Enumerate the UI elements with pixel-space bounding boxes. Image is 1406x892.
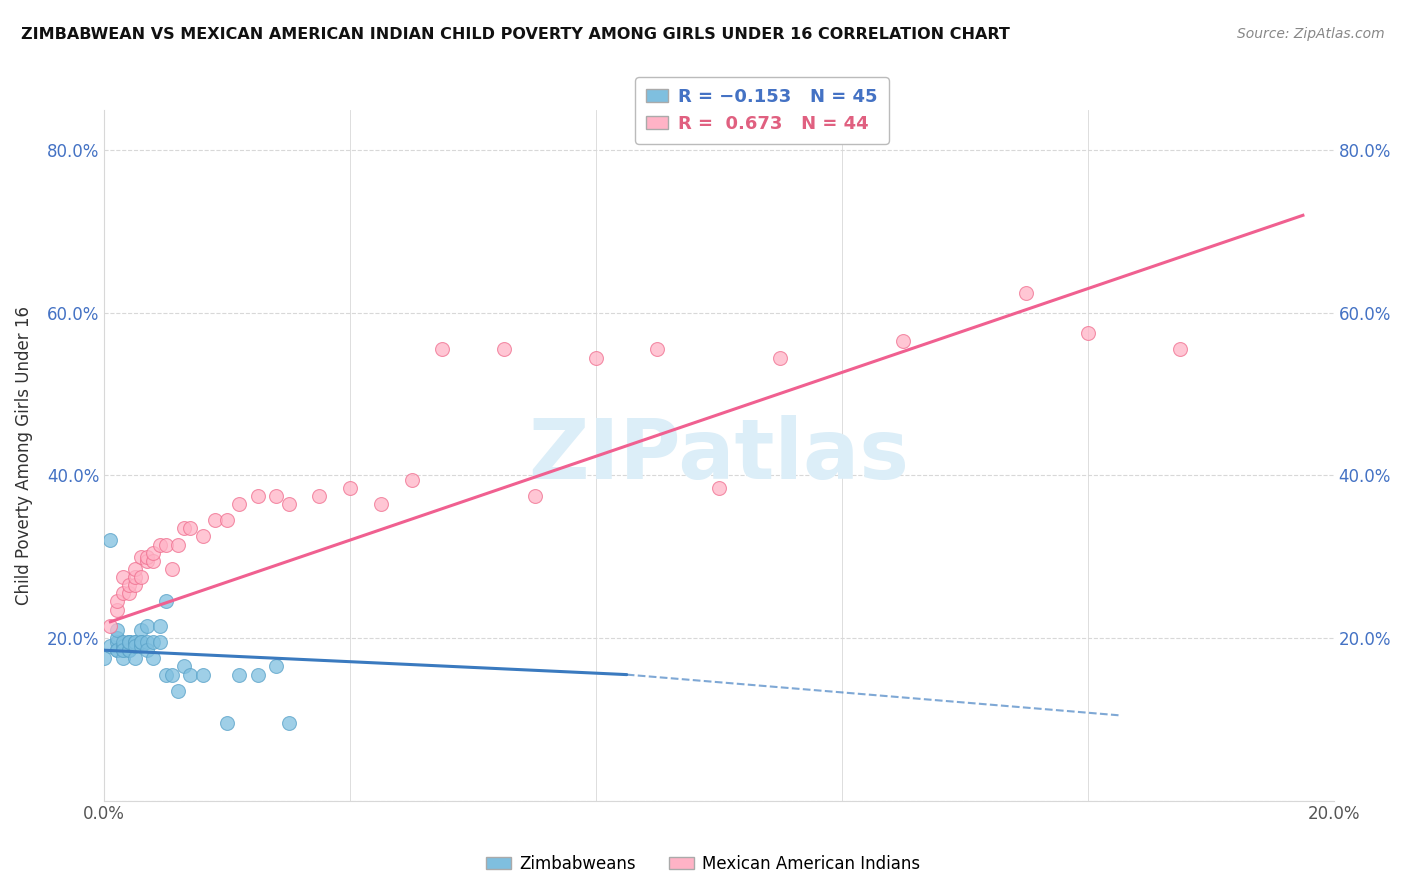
- Point: [266, 659, 288, 673]
- Point: [585, 351, 607, 365]
- Point: [105, 631, 128, 645]
- Text: ZIPatlas: ZIPatlas: [529, 415, 910, 496]
- Point: [1015, 285, 1038, 300]
- Point: [155, 667, 177, 681]
- Point: [129, 623, 152, 637]
- Point: [111, 570, 134, 584]
- Point: [432, 343, 454, 357]
- Point: [105, 602, 128, 616]
- Point: [191, 529, 214, 543]
- Point: [246, 489, 269, 503]
- Point: [647, 343, 669, 357]
- Point: [105, 623, 128, 637]
- Point: [142, 651, 165, 665]
- Point: [136, 643, 159, 657]
- Point: [228, 667, 250, 681]
- Point: [148, 635, 170, 649]
- Point: [160, 562, 183, 576]
- Point: [111, 643, 134, 657]
- Point: [769, 351, 792, 365]
- Point: [136, 635, 159, 649]
- Point: [124, 635, 146, 649]
- Text: ZIMBABWEAN VS MEXICAN AMERICAN INDIAN CHILD POVERTY AMONG GIRLS UNDER 16 CORRELA: ZIMBABWEAN VS MEXICAN AMERICAN INDIAN CH…: [21, 27, 1010, 42]
- Point: [142, 635, 165, 649]
- Point: [401, 473, 423, 487]
- Point: [105, 594, 128, 608]
- Point: [707, 481, 730, 495]
- Text: Source: ZipAtlas.com: Source: ZipAtlas.com: [1237, 27, 1385, 41]
- Point: [118, 643, 141, 657]
- Point: [492, 343, 515, 357]
- Point: [155, 537, 177, 551]
- Point: [148, 537, 170, 551]
- Point: [105, 643, 128, 657]
- Y-axis label: Child Poverty Among Girls Under 16: Child Poverty Among Girls Under 16: [15, 306, 32, 605]
- Point: [173, 659, 195, 673]
- Point: [308, 489, 330, 503]
- Point: [160, 667, 183, 681]
- Point: [228, 497, 250, 511]
- Point: [129, 639, 152, 653]
- Point: [266, 489, 288, 503]
- Point: [124, 635, 146, 649]
- Point: [111, 651, 134, 665]
- Point: [129, 549, 152, 564]
- Point: [124, 639, 146, 653]
- Point: [129, 635, 152, 649]
- Point: [155, 594, 177, 608]
- Point: [124, 651, 146, 665]
- Point: [118, 586, 141, 600]
- Point: [105, 635, 128, 649]
- Point: [191, 667, 214, 681]
- Point: [124, 578, 146, 592]
- Point: [129, 570, 152, 584]
- Point: [111, 639, 134, 653]
- Legend: Zimbabweans, Mexican American Indians: Zimbabweans, Mexican American Indians: [479, 848, 927, 880]
- Point: [136, 554, 159, 568]
- Point: [100, 639, 122, 653]
- Point: [173, 521, 195, 535]
- Point: [129, 635, 152, 649]
- Point: [167, 684, 190, 698]
- Point: [179, 521, 201, 535]
- Legend: R = −0.153   N = 45, R =  0.673   N = 44: R = −0.153 N = 45, R = 0.673 N = 44: [636, 78, 889, 144]
- Point: [217, 513, 239, 527]
- Point: [1077, 326, 1099, 341]
- Point: [370, 497, 392, 511]
- Point: [111, 586, 134, 600]
- Point: [124, 570, 146, 584]
- Point: [118, 635, 141, 649]
- Point: [1168, 343, 1191, 357]
- Point: [118, 635, 141, 649]
- Point: [339, 481, 361, 495]
- Point: [118, 643, 141, 657]
- Point: [891, 334, 914, 349]
- Point: [118, 578, 141, 592]
- Point: [217, 716, 239, 731]
- Point: [136, 619, 159, 633]
- Point: [246, 667, 269, 681]
- Point: [136, 549, 159, 564]
- Point: [277, 716, 299, 731]
- Point: [179, 667, 201, 681]
- Point: [111, 635, 134, 649]
- Point: [124, 562, 146, 576]
- Point: [93, 651, 115, 665]
- Point: [100, 533, 122, 548]
- Point: [111, 643, 134, 657]
- Point: [523, 489, 546, 503]
- Point: [105, 643, 128, 657]
- Point: [142, 554, 165, 568]
- Point: [277, 497, 299, 511]
- Point: [142, 546, 165, 560]
- Point: [204, 513, 226, 527]
- Point: [167, 537, 190, 551]
- Point: [148, 619, 170, 633]
- Point: [118, 635, 141, 649]
- Point: [100, 619, 122, 633]
